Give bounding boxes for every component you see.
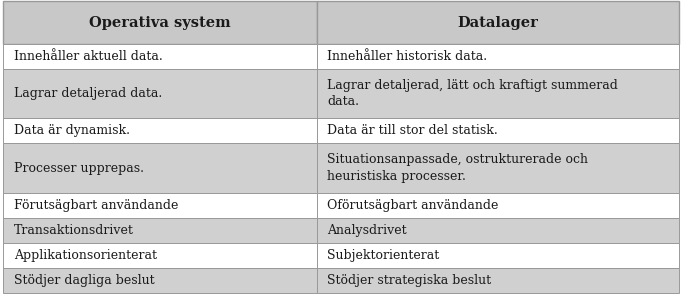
Text: Datalager: Datalager — [458, 16, 538, 30]
Text: Innehåller historisk data.: Innehåller historisk data. — [327, 50, 488, 63]
Bar — [3, 218, 317, 243]
Text: Stödjer strategiska beslut: Stödjer strategiska beslut — [327, 274, 492, 287]
Bar — [3, 118, 317, 143]
Bar — [317, 268, 679, 293]
Bar — [3, 243, 317, 268]
Text: Operativa system: Operativa system — [89, 16, 231, 30]
Bar — [317, 1, 679, 44]
Text: Lagrar detaljerad, lätt och kraftigt summerad
data.: Lagrar detaljerad, lätt och kraftigt sum… — [327, 79, 619, 108]
Text: Subjektorienterat: Subjektorienterat — [327, 249, 440, 262]
Text: Lagrar detaljerad data.: Lagrar detaljerad data. — [14, 87, 162, 100]
Text: Transaktionsdrivet: Transaktionsdrivet — [14, 224, 134, 237]
Text: Stödjer dagliga beslut: Stödjer dagliga beslut — [14, 274, 154, 287]
Text: Data är dynamisk.: Data är dynamisk. — [14, 124, 130, 137]
Bar — [317, 193, 679, 218]
Text: Oförutsägbart användande: Oförutsägbart användande — [327, 199, 499, 212]
Bar — [317, 118, 679, 143]
Text: Applikationsorienterat: Applikationsorienterat — [14, 249, 157, 262]
Bar — [317, 218, 679, 243]
Bar — [3, 1, 317, 44]
Text: Situationsanpassade, ostrukturerade och
heuristiska processer.: Situationsanpassade, ostrukturerade och … — [327, 153, 589, 183]
Bar — [317, 243, 679, 268]
Text: Innehåller aktuell data.: Innehåller aktuell data. — [14, 50, 162, 63]
Bar — [317, 44, 679, 69]
Bar — [317, 143, 679, 193]
Bar — [3, 44, 317, 69]
Bar — [3, 268, 317, 293]
Text: Förutsägbart användande: Förutsägbart användande — [14, 199, 178, 212]
Bar — [3, 69, 317, 118]
Text: Data är till stor del statisk.: Data är till stor del statisk. — [327, 124, 498, 137]
Bar — [3, 193, 317, 218]
Text: Processer upprepas.: Processer upprepas. — [14, 162, 144, 175]
Bar — [317, 69, 679, 118]
Bar — [3, 143, 317, 193]
Text: Analysdrivet: Analysdrivet — [327, 224, 407, 237]
